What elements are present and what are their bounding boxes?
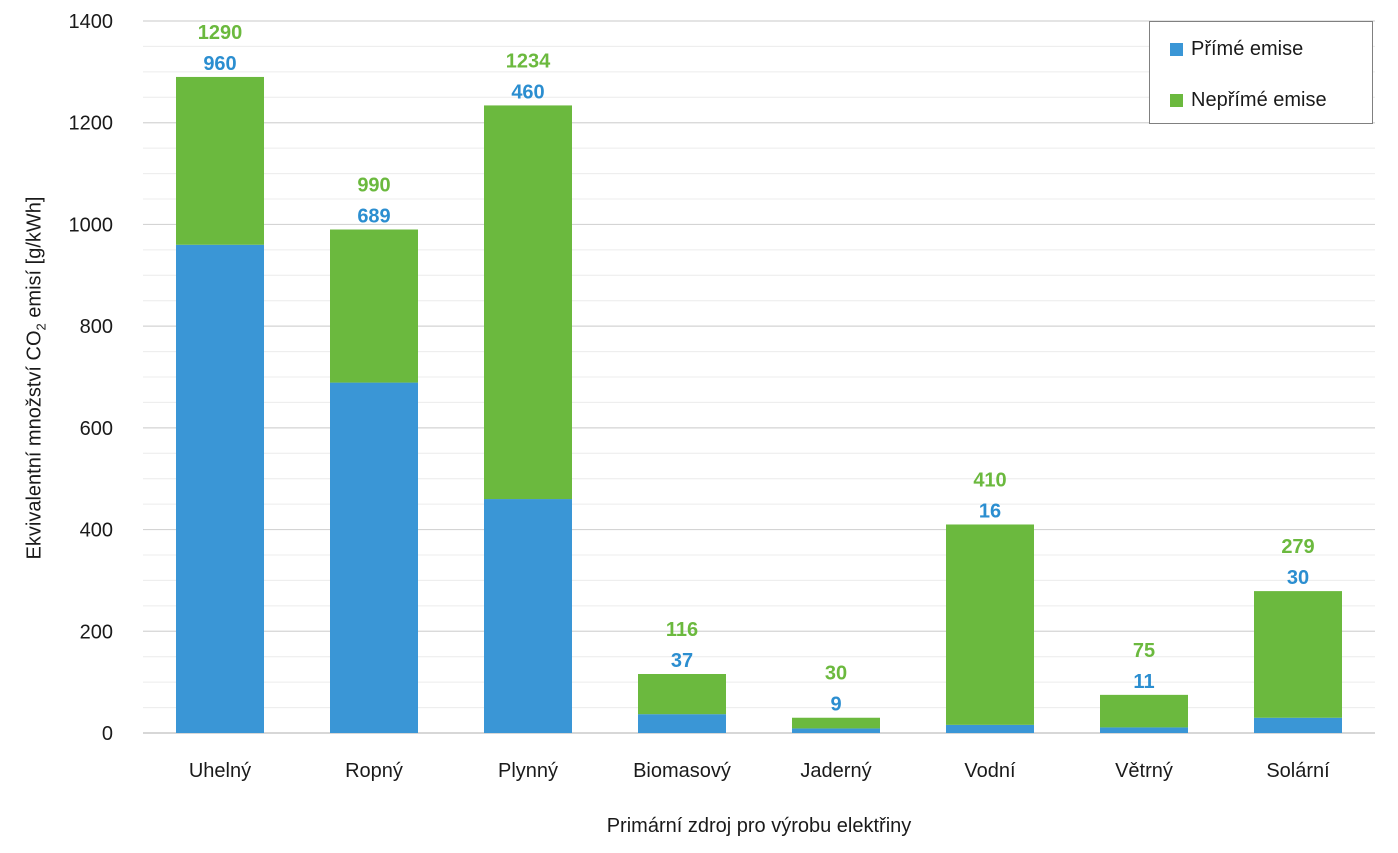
data-label-direct: 16 bbox=[979, 500, 1001, 522]
data-label-direct: 30 bbox=[1287, 567, 1309, 589]
bar-indirect bbox=[792, 717, 880, 729]
bar-direct bbox=[330, 382, 418, 733]
bar-direct bbox=[638, 714, 726, 733]
y-tick-label: 0 bbox=[102, 723, 113, 745]
bar-direct bbox=[946, 724, 1034, 733]
x-tick-label: Biomasový bbox=[633, 760, 731, 782]
bar-direct bbox=[1100, 727, 1188, 733]
y-tick-label: 800 bbox=[80, 316, 113, 338]
x-tick-label: Větrný bbox=[1115, 760, 1173, 782]
legend: Přímé emise Nepřímé emise bbox=[1149, 21, 1373, 124]
data-label-total: 1290 bbox=[198, 22, 243, 44]
bar-indirect bbox=[1100, 694, 1188, 728]
data-label-total: 1234 bbox=[506, 50, 551, 72]
y-tick-label: 1400 bbox=[69, 11, 114, 33]
y-axis-label-wrap: Ekvivalentní množství CO2 emisí [g/kWh] bbox=[0, 0, 70, 853]
data-label-total: 279 bbox=[1281, 536, 1314, 558]
legend-label-direct: Přímé emise bbox=[1191, 38, 1304, 60]
data-label-total: 990 bbox=[357, 175, 390, 197]
bar-indirect bbox=[638, 674, 726, 715]
data-label-total: 75 bbox=[1133, 640, 1155, 662]
data-label-total: 116 bbox=[666, 619, 698, 641]
data-label-direct: 9 bbox=[830, 694, 841, 716]
data-label-direct: 11 bbox=[1133, 671, 1154, 693]
x-tick-label: Solární bbox=[1266, 760, 1330, 782]
x-tick-label: Ropný bbox=[345, 760, 403, 782]
bar-indirect bbox=[176, 76, 264, 245]
y-tick-label: 200 bbox=[80, 621, 113, 643]
bar-indirect bbox=[1254, 591, 1342, 718]
y-axis-label: Ekvivalentní množství CO2 emisí [g/kWh] bbox=[23, 196, 49, 560]
bar-direct bbox=[176, 244, 264, 733]
x-tick-labels: Uhelný Ropný Plynný Biomasový Jaderný Vodní Vě… bbox=[189, 760, 1330, 782]
y-tick-label: 400 bbox=[80, 520, 113, 542]
bar-indirect bbox=[946, 524, 1034, 725]
y-tick-label: 1200 bbox=[69, 113, 114, 135]
data-label-direct: 960 bbox=[203, 53, 236, 75]
data-label-direct: 37 bbox=[671, 650, 693, 672]
data-label-direct: 689 bbox=[357, 206, 390, 228]
data-label-total: 410 bbox=[973, 469, 1006, 491]
data-label-total: 30 bbox=[825, 663, 847, 685]
gridlines bbox=[143, 20, 1375, 734]
data-labels: 960 1290 689 990 460 1234 37 116 9 30 16 410 11 75 30 2… bbox=[198, 22, 1315, 716]
y-tick-label: 600 bbox=[80, 418, 113, 440]
x-tick-label: Plynný bbox=[498, 760, 558, 782]
bar-direct bbox=[792, 728, 880, 733]
x-tick-label: Jaderný bbox=[800, 760, 871, 782]
x-tick-label: Vodní bbox=[964, 760, 1016, 782]
y-tick-labels: 0 200 400 600 800 1000 1200 1400 bbox=[69, 11, 114, 745]
y-tick-label: 1000 bbox=[69, 214, 114, 236]
legend-item-direct: Přímé emise bbox=[1170, 38, 1303, 61]
data-label-direct: 460 bbox=[511, 81, 544, 103]
legend-swatch-direct bbox=[1170, 43, 1183, 56]
bar-indirect bbox=[330, 229, 418, 383]
bar-direct bbox=[484, 499, 572, 733]
bar-direct bbox=[1254, 717, 1342, 733]
bars bbox=[176, 76, 1342, 733]
legend-label-indirect: Nepřímé emise bbox=[1191, 89, 1327, 111]
x-axis-label: Primární zdroj pro výrobu elektřiny bbox=[606, 815, 912, 837]
bar-indirect bbox=[484, 105, 572, 500]
legend-item-indirect: Nepřímé emise bbox=[1170, 89, 1327, 112]
legend-swatch-indirect bbox=[1170, 94, 1183, 107]
x-tick-label: Uhelný bbox=[189, 760, 251, 782]
